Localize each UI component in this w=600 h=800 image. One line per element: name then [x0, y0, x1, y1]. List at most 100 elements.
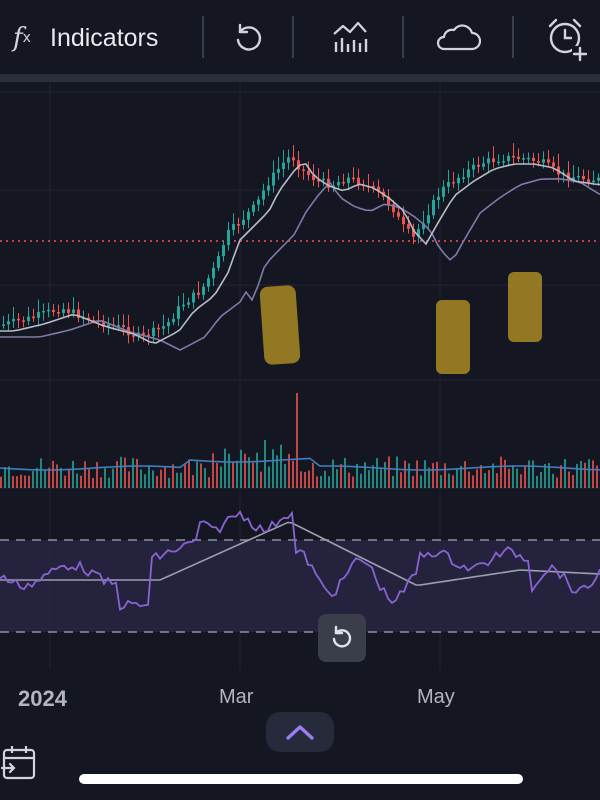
volume-bar	[560, 465, 562, 488]
volume-bar	[292, 460, 294, 488]
volume-bar	[328, 476, 330, 488]
candle-body	[162, 326, 165, 329]
indicators-button[interactable]: Indicators	[50, 22, 158, 54]
candle-body	[517, 156, 520, 159]
candle-body	[172, 318, 175, 323]
expand-panel-button[interactable]	[266, 712, 334, 752]
volume-bar	[80, 475, 82, 488]
candle-body	[492, 158, 495, 163]
volume-bar	[364, 462, 366, 488]
alarm-add-icon[interactable]	[544, 16, 590, 62]
candle-body	[232, 224, 235, 230]
volume-bar	[320, 475, 322, 488]
candle-body	[502, 161, 505, 163]
volume-bar	[596, 465, 598, 488]
volume-bar	[508, 468, 510, 488]
volume-bar	[316, 476, 318, 488]
volume-bar	[504, 459, 506, 488]
candle-body	[252, 204, 255, 212]
candle-body	[207, 278, 210, 287]
volume-bar	[44, 470, 46, 488]
volume-bar	[452, 475, 454, 488]
volume-bar	[172, 464, 174, 488]
volume-bar	[140, 469, 142, 488]
volume-bar	[368, 470, 370, 488]
volume-bar	[392, 475, 394, 488]
volume-bar	[424, 460, 426, 488]
volume-bar	[304, 471, 306, 488]
volume-bar	[32, 471, 34, 488]
candle-body	[412, 228, 415, 237]
price-chart[interactable]	[0, 82, 600, 722]
volume-bar	[260, 471, 262, 488]
candle-body	[152, 327, 155, 337]
volume-bar	[552, 473, 554, 488]
candle-body	[402, 216, 405, 225]
candle-body	[237, 224, 240, 226]
candle-body	[37, 312, 40, 318]
volume-bar	[184, 464, 186, 488]
candle-body	[372, 186, 375, 188]
volume-bar	[268, 466, 270, 488]
volume-bar	[204, 468, 206, 488]
volume-bar	[380, 469, 382, 488]
candle-body	[437, 196, 440, 201]
volume-bar	[412, 475, 414, 488]
volume-bar	[100, 477, 102, 488]
volume-bar	[264, 440, 266, 488]
candle-body	[132, 335, 135, 337]
reset-chart-button[interactable]	[318, 614, 366, 662]
volume-bar	[460, 465, 462, 488]
candle-body	[92, 320, 95, 322]
replay-icon[interactable]	[226, 20, 270, 56]
candle-body	[202, 286, 205, 295]
volume-bar	[196, 461, 198, 488]
calendar-goto-icon[interactable]	[0, 742, 40, 782]
volume-bar	[444, 463, 446, 488]
volume-bar	[96, 462, 98, 488]
volume-bar	[448, 473, 450, 488]
volume-bar	[296, 393, 298, 488]
volume-bar	[256, 452, 258, 488]
candle-body	[597, 177, 600, 181]
volume-bar	[168, 477, 170, 488]
volume-bar	[72, 460, 74, 488]
volume-bar	[220, 466, 222, 488]
volume-bar	[68, 468, 70, 488]
candle-body	[267, 185, 270, 191]
candle-body	[7, 321, 10, 325]
candle-body	[547, 159, 550, 163]
candle-body	[157, 327, 160, 330]
volume-bar	[28, 475, 30, 488]
x-label-2024: 2024	[18, 686, 67, 711]
volume-bar	[120, 456, 122, 488]
volume-bar	[344, 457, 346, 488]
candle-body	[147, 334, 150, 337]
volume-bar	[60, 467, 62, 488]
volume-bar	[24, 475, 26, 488]
candle-body	[452, 182, 455, 184]
indicators-label: Indicators	[50, 23, 159, 52]
cloud-icon[interactable]	[432, 20, 484, 56]
volume-bar	[240, 449, 242, 488]
volume-bar	[300, 471, 302, 488]
candle-body	[532, 157, 535, 161]
candle-body	[22, 320, 25, 322]
candle-body	[387, 196, 390, 205]
volume-bar	[564, 459, 566, 488]
candle-body	[2, 324, 5, 326]
candle-body	[17, 318, 20, 321]
candle-body	[272, 172, 275, 186]
rsi-line	[0, 510, 600, 611]
volume-bar	[356, 463, 358, 488]
volume-bar	[212, 453, 214, 488]
candle-body	[42, 310, 45, 313]
volume-bar	[568, 471, 570, 488]
volume-bar	[580, 461, 582, 488]
volume-bar	[360, 473, 362, 488]
home-indicator	[79, 774, 523, 784]
candle-body	[477, 164, 480, 167]
toolbar-separator	[202, 16, 204, 58]
compare-chart-icon[interactable]	[328, 18, 372, 56]
